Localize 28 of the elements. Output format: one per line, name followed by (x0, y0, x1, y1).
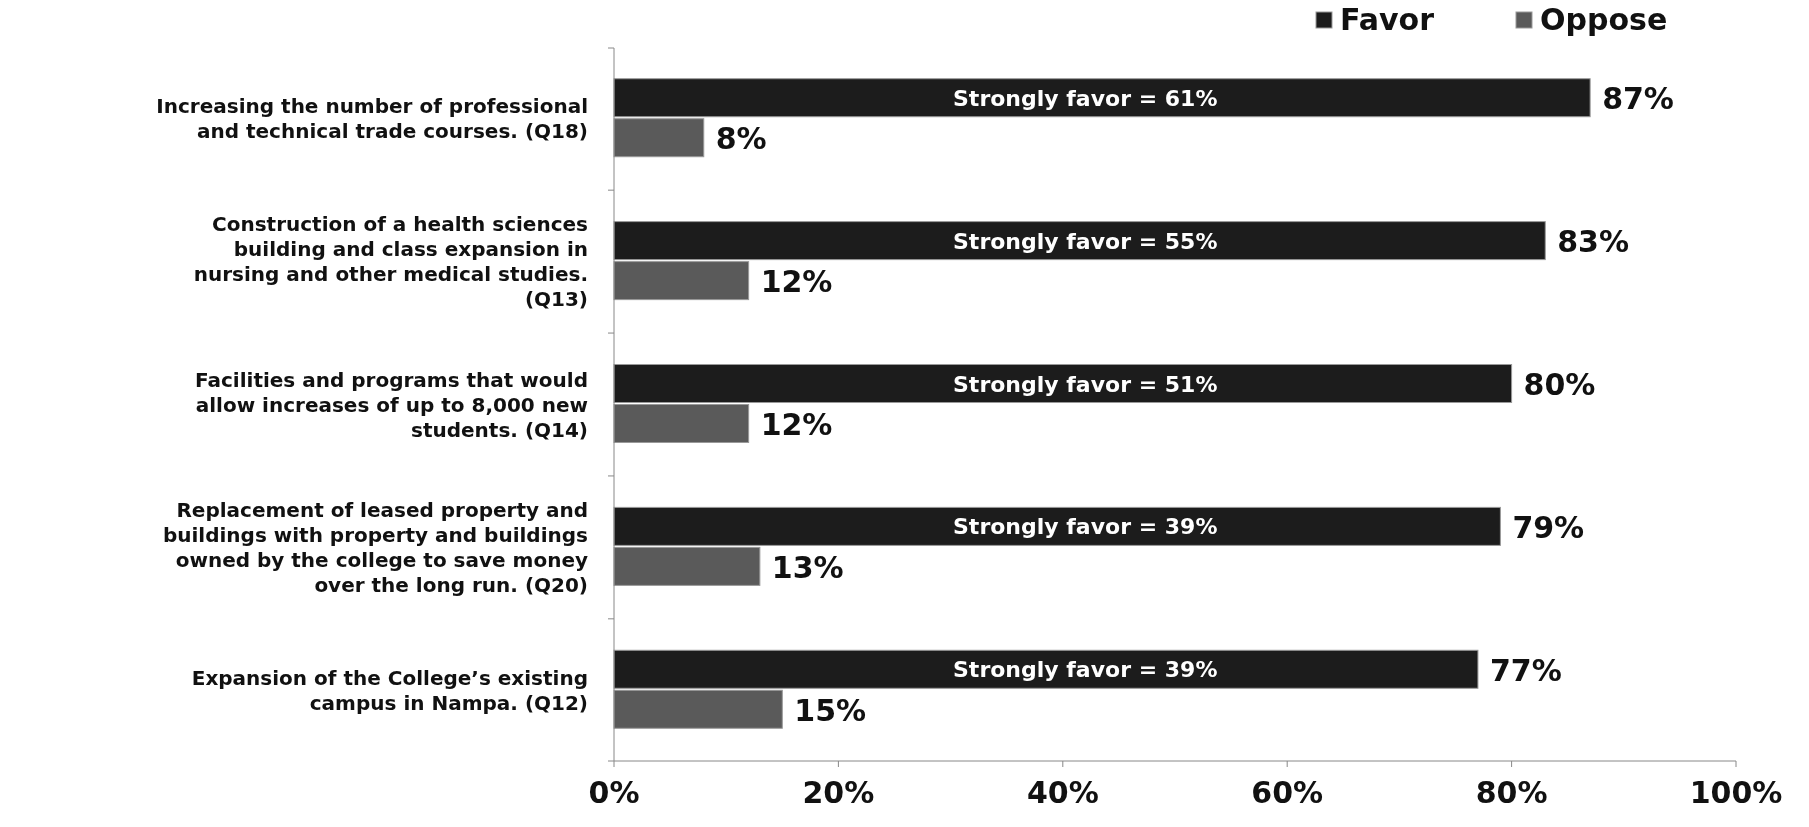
y-tick-label: Replacement of leased property and buildings with property and buildings owned by the college to save money over the long run. (Q20) (162, 497, 588, 597)
y-tick-label: Expansion of the College’s existing campus in Nampa. (Q12) (191, 665, 588, 715)
x-tick-label: 40% (1026, 775, 1099, 810)
x-tick-label: 60% (1251, 775, 1324, 810)
data-label: 79% (1512, 509, 1585, 545)
x-tick-label: 80% (1475, 775, 1548, 810)
annotation: Strongly favor = 51% (953, 371, 1218, 397)
y-tick-label: Construction of a health sciences building and class expansion in nursing and other medical studies. (Q13) (193, 212, 588, 312)
annotation: Strongly favor = 39% (953, 514, 1218, 540)
annotation: Strongly favor = 39% (953, 657, 1218, 683)
data-label: 83% (1557, 224, 1630, 260)
data-label: 12% (760, 407, 833, 442)
annotation: Strongly favor = 55% (953, 228, 1218, 254)
data-label: 8% (715, 121, 767, 157)
data-label: 80% (1523, 367, 1596, 402)
data-label: 12% (760, 264, 833, 300)
x-tick-label: 0% (588, 775, 640, 810)
annotation: Strongly favor = 61% (953, 85, 1218, 111)
data-label: 13% (771, 549, 844, 585)
legend-label: Favor (1340, 1, 1435, 37)
data-label: 87% (1602, 81, 1674, 117)
data-label: 15% (794, 692, 867, 728)
y-tick-label: Increasing the number of professional and technical trade courses. (Q18) (156, 94, 588, 144)
data-label: 77% (1489, 652, 1562, 688)
x-tick-label: 100% (1689, 775, 1783, 810)
legend-label: Oppose (1540, 1, 1668, 37)
y-tick-label: Facilities and programs that would allow increases of up to 8,000 new students. (Q14) (194, 367, 588, 442)
x-tick-label: 20% (802, 775, 875, 810)
